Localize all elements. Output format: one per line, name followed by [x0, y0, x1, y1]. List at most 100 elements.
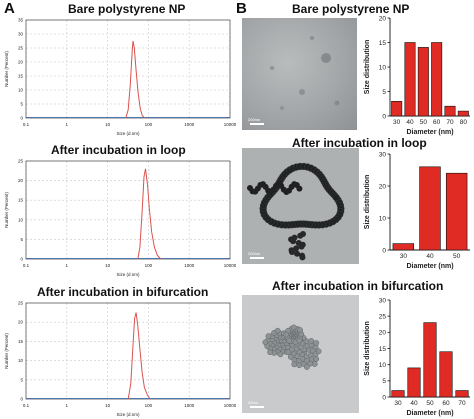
particle [298, 243, 305, 250]
plot-frame [25, 302, 231, 400]
particle [313, 356, 320, 362]
bar [431, 42, 443, 117]
y-tick-label: 35 [18, 18, 24, 23]
x-tick-label: 10 [105, 122, 111, 127]
y-tick-label: 0 [20, 116, 23, 121]
bar [391, 390, 405, 398]
x-tick-label: 30 [393, 119, 401, 126]
tem-scale-bifurcation: 20nm [248, 400, 259, 405]
y-tick-label: 10 [379, 215, 387, 222]
x-tick-label: 0.1 [23, 122, 30, 127]
y-axis-label: Size distribution [364, 40, 371, 94]
hist-bare-title: Bare polystyrene NP [292, 2, 410, 16]
y-tick-label: 20 [18, 320, 24, 325]
particle [291, 361, 298, 368]
particle [297, 232, 304, 239]
y-tick-label: 25 [379, 313, 387, 320]
y-tick-label: 0 [382, 113, 386, 120]
x-tick-label: 0.1 [23, 403, 30, 408]
x-tick-label: 60 [433, 119, 441, 126]
x-axis-label: Diameter (nm) [406, 129, 453, 136]
y-tick-label: 10 [379, 362, 387, 369]
tem-scalebar-loop [250, 257, 264, 259]
x-tick-label: 1 [66, 403, 69, 408]
x-tick-label: 1000 [184, 122, 195, 127]
y-tick-label: 5 [20, 377, 23, 382]
size-distribution-line [137, 168, 162, 260]
y-tick-label: 30 [379, 151, 387, 158]
y-tick-label: 20 [18, 178, 24, 183]
x-tick-label: 40 [406, 119, 414, 126]
particle [290, 238, 297, 245]
hist-bif-chart: 0 5 10 15 20 25 30 30 40 50 60 70 Diameter (nm) Size … [364, 297, 470, 417]
particle [296, 337, 303, 344]
plot-frame [25, 160, 231, 260]
bar [445, 172, 468, 251]
hist-bif-title: After incubation in bifurcation [272, 279, 444, 293]
y-tick-label: 5 [20, 102, 23, 107]
particle [274, 327, 281, 334]
particle [308, 338, 315, 344]
particle [265, 333, 272, 339]
particle [277, 351, 284, 358]
y-tick-label: 0 [382, 394, 386, 401]
dls-bare-chart: 0.1 1 10 100 1000 10000 0 5 10 15 20 25 30 35 Size (d.… [4, 18, 236, 137]
tem-scalebar-bare [250, 123, 264, 125]
y-tick-label: 5 [20, 237, 23, 242]
particle [285, 349, 292, 355]
bar [392, 243, 415, 251]
x-tick-label: 70 [446, 119, 454, 126]
y-tick-label: 10 [379, 64, 387, 71]
y-axis-label: Number (Percent) [4, 51, 9, 87]
x-tick-label: 10000 [224, 403, 236, 408]
tem-scalebar-bifurcation [250, 406, 264, 408]
particle [297, 327, 303, 333]
y-tick-label: 10 [18, 88, 24, 93]
hist-bare-chart: 0 5 10 15 20 30 40 50 60 70 80 Diameter (nm) Size di… [364, 15, 470, 136]
dls-loop-chart: 0.1 1 10 100 1000 10000 0 5 10 15 20 25 Size (d.nm) N… [4, 159, 236, 278]
dls-bif-title: After incubation in bifurcation [37, 285, 209, 299]
bar [423, 322, 437, 398]
particle [287, 354, 294, 360]
particle [288, 249, 295, 255]
particle [315, 348, 322, 355]
x-tick-label: 60 [442, 400, 450, 407]
y-tick-label: 0 [20, 397, 23, 402]
y-tick-label: 20 [379, 183, 387, 190]
panel-a-label: A [4, 0, 15, 17]
hist-loop-title: After incubation in loop [292, 136, 427, 150]
x-tick-label: 1000 [184, 403, 195, 408]
tem-image-loop: 200nm [242, 148, 359, 264]
particle [304, 364, 310, 370]
x-tick-label: 1000 [184, 263, 195, 268]
y-tick-label: 5 [382, 89, 386, 96]
plot-frame [25, 19, 231, 119]
dls-bif-chart: 0.1 1 10 100 1000 10000 0 5 10 15 20 25 Size (d.nm) N… [4, 301, 236, 418]
panel-b-label: B [236, 0, 247, 17]
x-tick-label: 10000 [224, 263, 236, 268]
particle [267, 349, 273, 356]
x-tick-label: 1 [66, 263, 69, 268]
y-tick-label: 10 [18, 217, 24, 222]
x-tick-label: 50 [426, 400, 434, 407]
particle [313, 340, 320, 346]
bar [439, 351, 453, 398]
y-axis-label: Number (Percent) [4, 333, 9, 369]
x-axis-label: Size (d.nm) [116, 412, 140, 417]
y-tick-label: 25 [18, 159, 24, 164]
x-tick-label: 0.1 [23, 263, 30, 268]
y-tick-label: 0 [20, 257, 23, 262]
bar [417, 47, 429, 117]
particle [296, 362, 303, 369]
y-tick-label: 20 [379, 330, 387, 337]
dls-loop-title: After incubation in loop [51, 143, 186, 157]
y-tick-label: 15 [18, 339, 24, 344]
y-tick-label: 5 [382, 378, 386, 385]
size-distribution-line [127, 312, 151, 400]
particle [283, 331, 290, 338]
tem-particles-bifurcation [262, 324, 322, 370]
x-tick-label: 100 [145, 263, 153, 268]
x-tick-label: 1 [66, 122, 69, 127]
x-tick-label: 10000 [224, 122, 236, 127]
